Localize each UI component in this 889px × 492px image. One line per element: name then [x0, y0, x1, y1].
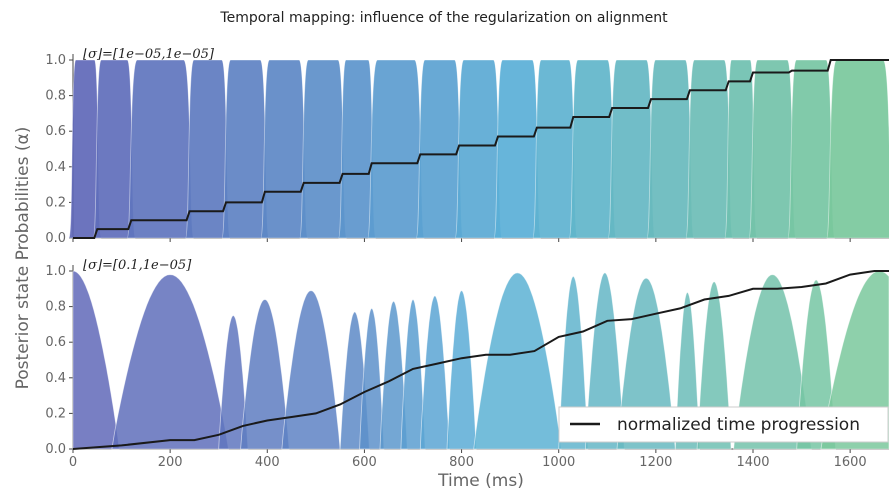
y-tick-label: 0.4 [45, 371, 66, 386]
state-area [607, 59, 656, 239]
state-area [568, 59, 617, 239]
state-area [240, 299, 290, 450]
state-area [826, 59, 889, 239]
state-area [473, 272, 562, 450]
top-panel: 0.0 0.2 0.4 0.6 0.8 1.0 ⌊σ⌋=[1e−05,1e−05] [45, 47, 889, 246]
state-areas [68, 59, 889, 239]
x-tick-label: 0 [69, 455, 77, 470]
state-area [748, 59, 797, 239]
y-tick-label: 0.0 [45, 231, 66, 246]
progression-line [72, 270, 889, 450]
bottom-panel: 0.0 0.2 0.4 0.6 0.8 1.0 0 200 400 600 800 1000 1200 1… [45, 258, 889, 470]
state-area [260, 59, 309, 239]
legend: normalized time progression [558, 406, 889, 443]
x-tick-label: 1600 [834, 455, 867, 470]
legend-label: normalized time progression [617, 415, 860, 435]
y-tick-label: 0.8 [45, 300, 66, 315]
y-tick-label: 1.0 [45, 264, 66, 279]
state-area [299, 59, 347, 239]
y-tick-label: 1.0 [45, 53, 66, 68]
y-tick-label: 0.0 [45, 442, 66, 457]
state-area [126, 59, 194, 239]
state-area [685, 59, 734, 239]
state-area [218, 315, 249, 450]
y-axis-label: Posterior state Probabilities (α) [13, 127, 33, 390]
state-area [584, 272, 625, 450]
y-tick-label: 0.2 [45, 406, 66, 421]
state-area [379, 300, 408, 450]
y-tick-label: 0.6 [45, 335, 66, 350]
regularization-annotation: ⌊σ⌋=[1e−05,1e−05] [83, 47, 215, 62]
x-tick-label: 800 [449, 455, 474, 470]
state-area [111, 274, 229, 450]
state-area [419, 295, 450, 450]
legend-box [558, 406, 889, 443]
state-area [221, 59, 270, 239]
state-area [400, 299, 426, 450]
x-tick-label: 200 [158, 455, 183, 470]
state-area [532, 59, 578, 239]
progression-line [73, 59, 889, 239]
state-area [646, 59, 695, 239]
x-tick-label: 1200 [639, 455, 672, 470]
state-area [493, 59, 542, 239]
x-axis-label: Time (ms) [437, 471, 524, 491]
x-tick-label: 1400 [736, 455, 769, 470]
state-area [558, 275, 589, 450]
state-area [446, 290, 477, 450]
state-area [415, 59, 464, 239]
x-tick-label: 600 [352, 455, 377, 470]
state-area [367, 59, 425, 239]
y-tick-label: 0.8 [45, 89, 66, 104]
state-area [281, 290, 341, 450]
x-tick-label: 1000 [542, 455, 575, 470]
y-tick-label: 0.6 [45, 124, 66, 139]
state-area [616, 277, 676, 450]
state-area [72, 270, 120, 450]
regularization-annotation: ⌊σ⌋=[0.1,1e−05] [83, 258, 192, 273]
y-tick-label: 0.4 [45, 160, 66, 175]
y-tick-label: 0.2 [45, 195, 66, 210]
x-tick-label: 400 [255, 455, 280, 470]
chart-title: Temporal mapping: influence of the regul… [219, 10, 668, 26]
state-area [454, 59, 503, 239]
state-area [359, 307, 385, 450]
state-area [787, 59, 836, 239]
state-area [733, 274, 812, 450]
